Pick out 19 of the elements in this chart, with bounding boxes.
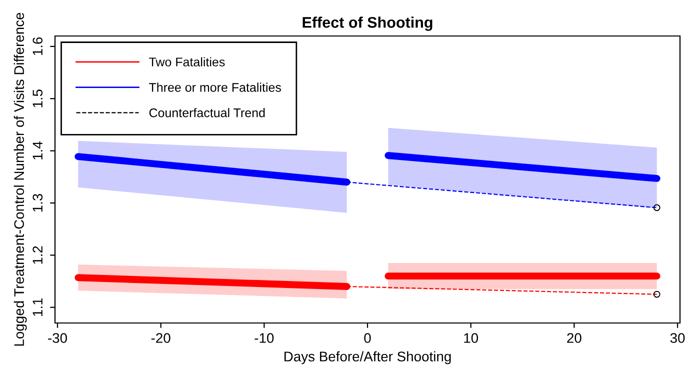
y-tick-label: 1.2 — [32, 246, 42, 264]
y-tick-label: 1.4 — [32, 142, 42, 160]
legend-label: Three or more Fatalities — [149, 82, 281, 92]
legend-label: Counterfactual Trend — [149, 108, 265, 118]
y-tick-label: 1.6 — [32, 37, 43, 56]
x-tick-label: 10 — [464, 333, 478, 343]
chart-title: Effect of Shooting — [302, 16, 432, 31]
x-tick-label: -30 — [48, 333, 67, 343]
y-tick-label: 1.5 — [32, 90, 43, 108]
y-axis-title: Logged Treatment-Control Number of Visits Difference — [14, 12, 27, 346]
x-tick-label: -20 — [151, 333, 170, 343]
x-tick-label: -10 — [254, 333, 274, 343]
legend-label: Two Fatalities — [149, 57, 225, 66]
y-tick-label: 1.1 — [32, 298, 42, 316]
x-tick-label: 20 — [567, 333, 582, 343]
x-tick-label: 0 — [364, 333, 371, 343]
y-tick-label: 1.3 — [32, 194, 43, 212]
x-axis-title: Days Before/After Shooting — [284, 351, 451, 364]
x-tick-label: 30 — [670, 333, 685, 343]
